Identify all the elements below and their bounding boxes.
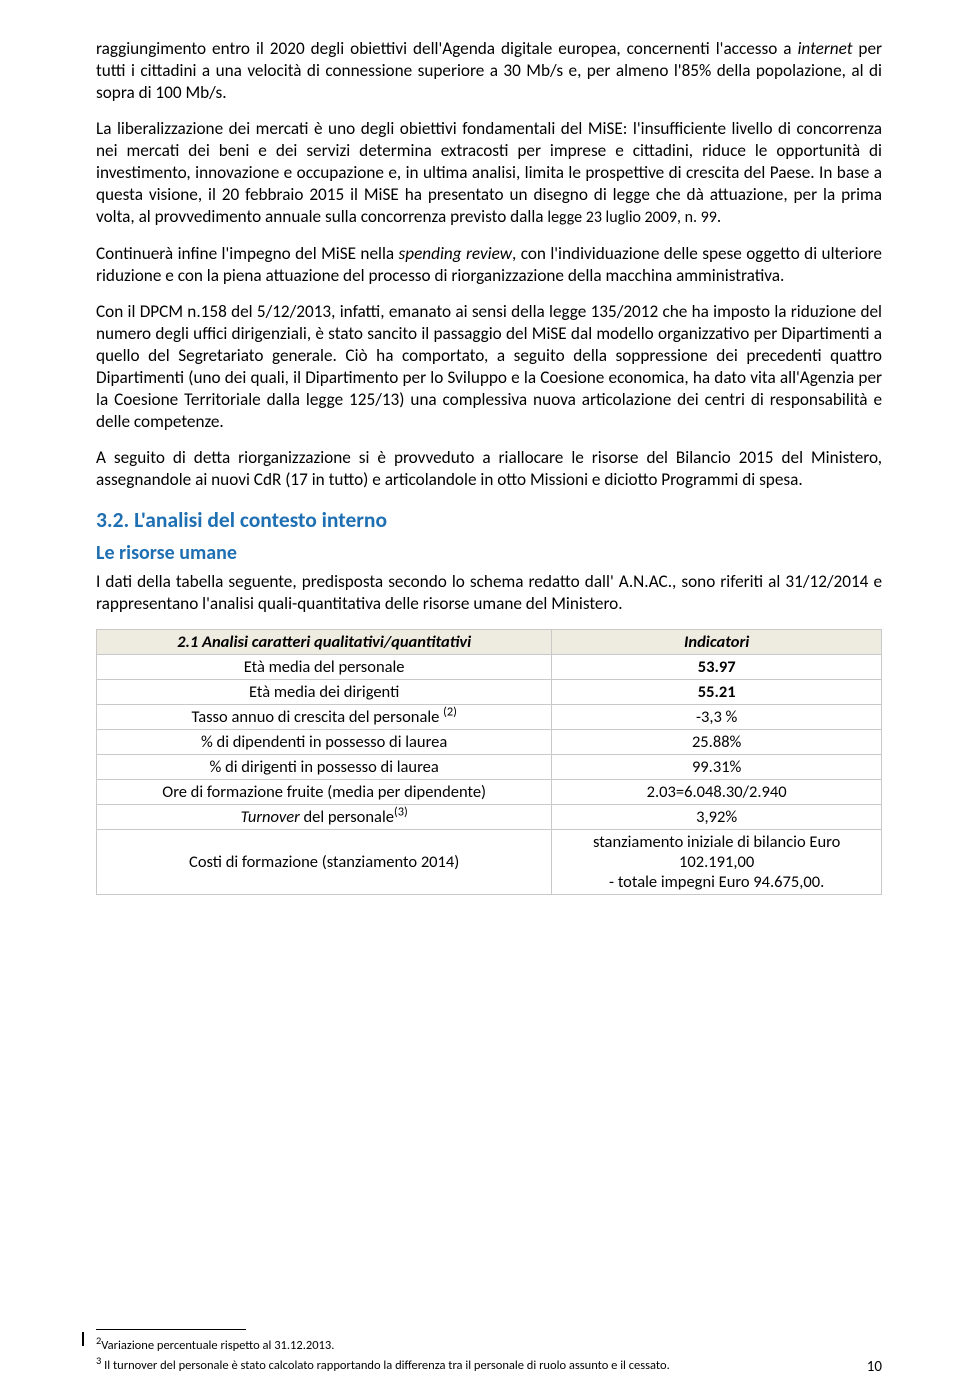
table-row: Età media del personale 53.97 xyxy=(97,654,882,679)
footnote-ref: (3) xyxy=(394,804,408,819)
table-cell-value: 99.31% xyxy=(552,754,882,779)
footnote-ref: (2) xyxy=(443,704,457,719)
italic-text: internet xyxy=(797,38,852,59)
italic-text: spending review xyxy=(399,243,512,264)
table-cell-value: 25.88% xyxy=(552,729,882,754)
paragraph-1: raggiungimento entro il 2020 degli obiet… xyxy=(96,38,882,104)
footnote-separator xyxy=(96,1329,246,1330)
text: Continuerà infine l'impegno del MiSE nel… xyxy=(96,243,399,264)
table-cell-value: 3,92% xyxy=(552,804,882,829)
section-heading: 3.2. L'analisi del contesto interno xyxy=(96,507,882,533)
table-cell-label: Tasso annuo di crescita del personale (2… xyxy=(97,704,552,729)
footnote-2: 2Variazione percentuale rispetto al 31.1… xyxy=(96,1334,882,1354)
document-page: raggiungimento entro il 2020 degli obiet… xyxy=(0,0,960,1396)
table-cell-label: Ore di formazione fruite (media per dipe… xyxy=(97,779,552,804)
table-cell-label: Turnover del personale(3) xyxy=(97,804,552,829)
footnote-text: Variazione percentuale rispetto al 31.12… xyxy=(101,1339,334,1354)
change-bar xyxy=(82,1332,84,1346)
table-header-row: 2.1 Analisi caratteri qualitativi/quanti… xyxy=(97,629,882,654)
table-header-left: 2.1 Analisi caratteri qualitativi/quanti… xyxy=(97,629,552,654)
table-cell-label: Età media del personale xyxy=(97,654,552,679)
paragraph-5: A seguito di detta riorganizzazione si è… xyxy=(96,447,882,491)
subsection-heading: Le risorse umane xyxy=(96,541,882,565)
table-cell-label: Costi di formazione (stanziamento 2014) xyxy=(97,829,552,894)
page-number: 10 xyxy=(867,1358,882,1376)
table-row: % di dirigenti in possesso di laurea 99.… xyxy=(97,754,882,779)
table-cell-value: stanziamento iniziale di bilancio Euro 1… xyxy=(552,829,882,894)
paragraph-3: Continuerà infine l'impegno del MiSE nel… xyxy=(96,243,882,287)
table-row: Età media dei dirigenti 55.21 xyxy=(97,679,882,704)
analysis-table: 2.1 Analisi caratteri qualitativi/quanti… xyxy=(96,629,882,895)
table-row: Turnover del personale(3) 3,92% xyxy=(97,804,882,829)
table-cell-value: 53.97 xyxy=(552,654,882,679)
text: La liberalizzazione dei mercati è uno de… xyxy=(96,118,882,227)
table-row: % di dipendenti in possesso di laurea 25… xyxy=(97,729,882,754)
paragraph-6: I dati della tabella seguente, predispos… xyxy=(96,571,882,615)
footnote-3: 3 Il turnover del personale è stato calc… xyxy=(96,1354,882,1374)
table-cell-label: % di dipendenti in possesso di laurea xyxy=(97,729,552,754)
footnote-text: Il turnover del personale è stato calcol… xyxy=(101,1358,669,1373)
table-cell-value: 55.21 xyxy=(552,679,882,704)
table-row: Ore di formazione fruite (media per dipe… xyxy=(97,779,882,804)
table-cell-label: Età media dei dirigenti xyxy=(97,679,552,704)
table-cell-value: -3,3 % xyxy=(552,704,882,729)
text: . xyxy=(717,206,721,227)
paragraph-2: La liberalizzazione dei mercati è uno de… xyxy=(96,118,882,229)
table-row: Costi di formazione (stanziamento 2014) … xyxy=(97,829,882,894)
text: legge 23 luglio 2009, n. 99 xyxy=(547,208,716,227)
table-row: Tasso annuo di crescita del personale (2… xyxy=(97,704,882,729)
footnotes-block: 2Variazione percentuale rispetto al 31.1… xyxy=(96,1329,882,1374)
paragraph-4: Con il DPCM n.158 del 5/12/2013, infatti… xyxy=(96,301,882,433)
table-header-right: Indicatori xyxy=(552,629,882,654)
table-cell-label: % di dirigenti in possesso di laurea xyxy=(97,754,552,779)
table-cell-value: 2.03=6.048.30/2.940 xyxy=(552,779,882,804)
text: raggiungimento entro il 2020 degli obiet… xyxy=(96,38,797,59)
